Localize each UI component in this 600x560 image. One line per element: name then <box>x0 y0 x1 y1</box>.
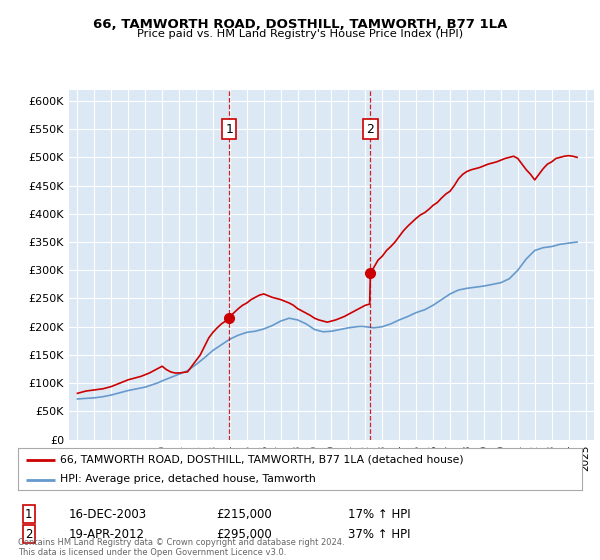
Text: Price paid vs. HM Land Registry's House Price Index (HPI): Price paid vs. HM Land Registry's House … <box>137 29 463 39</box>
Text: 1: 1 <box>225 123 233 136</box>
Text: Contains HM Land Registry data © Crown copyright and database right 2024.
This d: Contains HM Land Registry data © Crown c… <box>18 538 344 557</box>
Text: £215,000: £215,000 <box>216 507 272 521</box>
Text: 2: 2 <box>367 123 374 136</box>
Bar <box>229 90 370 440</box>
Text: 66, TAMWORTH ROAD, DOSTHILL, TAMWORTH, B77 1LA: 66, TAMWORTH ROAD, DOSTHILL, TAMWORTH, B… <box>93 18 507 31</box>
Text: 2: 2 <box>25 528 32 541</box>
Text: £295,000: £295,000 <box>216 528 272 541</box>
Text: 1: 1 <box>25 507 32 521</box>
Text: 16-DEC-2003: 16-DEC-2003 <box>69 507 147 521</box>
Text: 17% ↑ HPI: 17% ↑ HPI <box>348 507 410 521</box>
Text: 19-APR-2012: 19-APR-2012 <box>69 528 145 541</box>
Text: HPI: Average price, detached house, Tamworth: HPI: Average price, detached house, Tamw… <box>60 474 316 484</box>
Text: 66, TAMWORTH ROAD, DOSTHILL, TAMWORTH, B77 1LA (detached house): 66, TAMWORTH ROAD, DOSTHILL, TAMWORTH, B… <box>60 455 464 465</box>
Text: 37% ↑ HPI: 37% ↑ HPI <box>348 528 410 541</box>
